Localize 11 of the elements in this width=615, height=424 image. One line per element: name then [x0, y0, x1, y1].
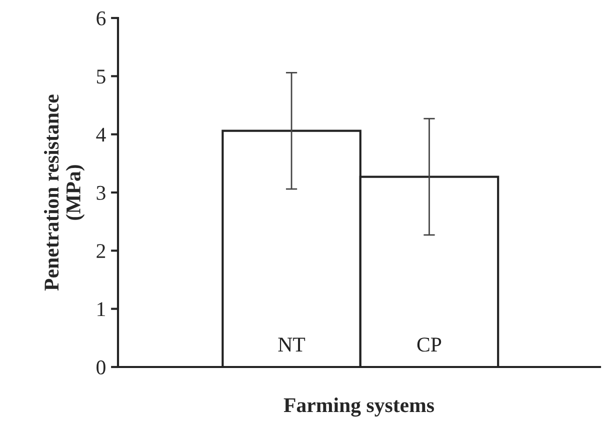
x-tick-label: NT [278, 338, 306, 352]
x-axis-title: Farming systems [284, 398, 434, 417]
y-tick-label: 6 [96, 11, 106, 26]
y-tick-label: 1 [98, 302, 105, 316]
y-tick-label: 0 [96, 360, 106, 374]
y-tick-label: 4 [96, 128, 106, 142]
y-axis-title: Penetration resistance (MPa) [44, 94, 85, 291]
x-tick-label: CP [417, 338, 442, 352]
y-tick-label: 3 [96, 186, 106, 200]
y-tick-label: 5 [96, 70, 106, 84]
y-tick-label: 2 [96, 244, 106, 258]
